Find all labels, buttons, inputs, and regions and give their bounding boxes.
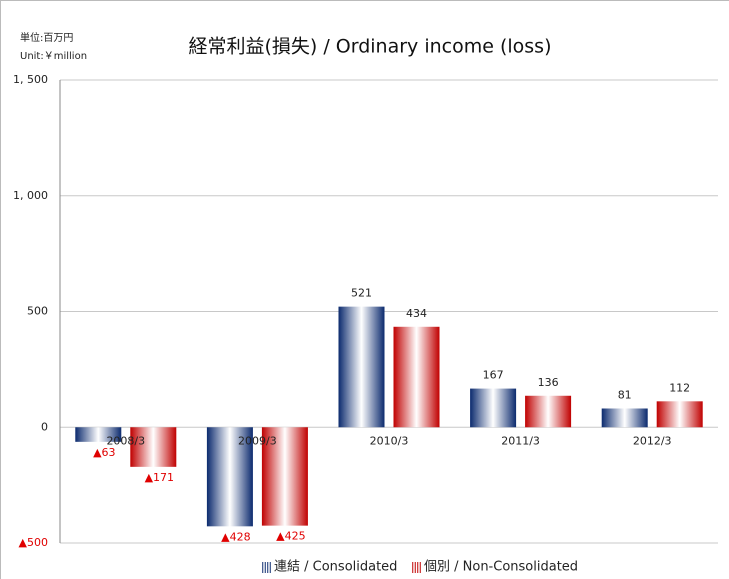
bar xyxy=(601,408,648,428)
x-tick-label: 2008/3 xyxy=(106,434,145,447)
bar xyxy=(470,388,517,428)
data-label: ▲425 xyxy=(276,530,305,543)
x-tick-label: 2010/3 xyxy=(370,434,409,447)
data-label: 136 xyxy=(538,376,559,389)
bar xyxy=(261,427,308,526)
legend-swatch xyxy=(412,562,416,573)
legend-swatch xyxy=(262,562,266,573)
bar xyxy=(338,306,385,428)
data-label: 81 xyxy=(618,388,632,401)
x-tick-label: 2009/3 xyxy=(238,434,277,447)
bar xyxy=(525,395,572,428)
data-label: ▲171 xyxy=(145,471,174,484)
bar xyxy=(656,401,703,428)
legend-label: 個別 / Non-Consolidated xyxy=(424,560,578,575)
legend-swatch xyxy=(267,562,271,573)
x-tick-label: 2012/3 xyxy=(633,434,672,447)
y-tick-label: 500 xyxy=(27,305,48,318)
bar xyxy=(393,326,440,428)
data-label: ▲63 xyxy=(93,446,115,459)
data-label: 112 xyxy=(669,381,690,394)
data-label: ▲428 xyxy=(221,530,250,543)
chart-title: 経常利益(損失) / Ordinary income (loss) xyxy=(188,36,551,58)
y-tick-label: 0 xyxy=(41,420,48,433)
data-label: 167 xyxy=(483,369,504,382)
data-label: 521 xyxy=(351,287,372,300)
unit-ja: 単位:百万円 xyxy=(20,31,73,44)
bar xyxy=(206,427,253,527)
y-tick-label: 1, 000 xyxy=(13,189,48,202)
bar xyxy=(130,427,177,467)
x-tick-label: 2011/3 xyxy=(501,434,540,447)
legend-label: 連結 / Consolidated xyxy=(274,560,397,575)
unit-en: Unit:￥million xyxy=(20,51,87,62)
bar xyxy=(75,427,122,442)
y-tick-label: ▲500 xyxy=(19,536,48,549)
data-label: 434 xyxy=(406,307,427,320)
legend-swatch xyxy=(417,562,421,573)
y-tick-label: 1, 500 xyxy=(13,73,48,86)
